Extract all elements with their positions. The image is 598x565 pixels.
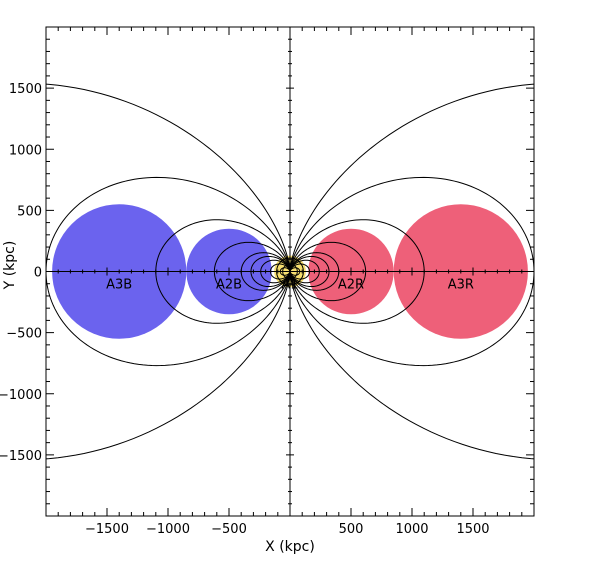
y-tick-label: −1000 [0, 388, 42, 403]
x-tick-label: 1000 [395, 522, 428, 537]
x-tick-label: −1000 [146, 522, 190, 537]
y-tick-label: −1500 [0, 449, 42, 464]
x-tick-label: 500 [339, 522, 364, 537]
region-label-a2r: A2R [338, 278, 364, 293]
y-axis-title: Y (kpc) [2, 241, 18, 291]
x-tick-label: 1500 [456, 522, 489, 537]
axes-layer: −1500 −1000 −500 500 1000 1500 −1500 −1000 −500 0… [0, 26, 535, 537]
x-tick-label: −1500 [85, 522, 129, 537]
x-tick-label: −500 [211, 522, 247, 537]
x-axis-title: X (kpc) [265, 539, 315, 555]
y-tick-label: 1500 [9, 82, 42, 97]
y-tick-label: 1000 [9, 143, 42, 158]
y-tick-label: 0 [34, 266, 42, 281]
region-label-a3b: A3B [106, 278, 132, 293]
region-label-a2b: A2B [216, 278, 242, 293]
labels-layer: A1 A2B A2R A3B A3R [106, 278, 474, 293]
region-label-a1: A1 [281, 278, 298, 293]
y-tick-label: 500 [17, 204, 42, 219]
region-label-a3r: A3R [448, 278, 474, 293]
y-tick-label: −500 [6, 327, 42, 342]
